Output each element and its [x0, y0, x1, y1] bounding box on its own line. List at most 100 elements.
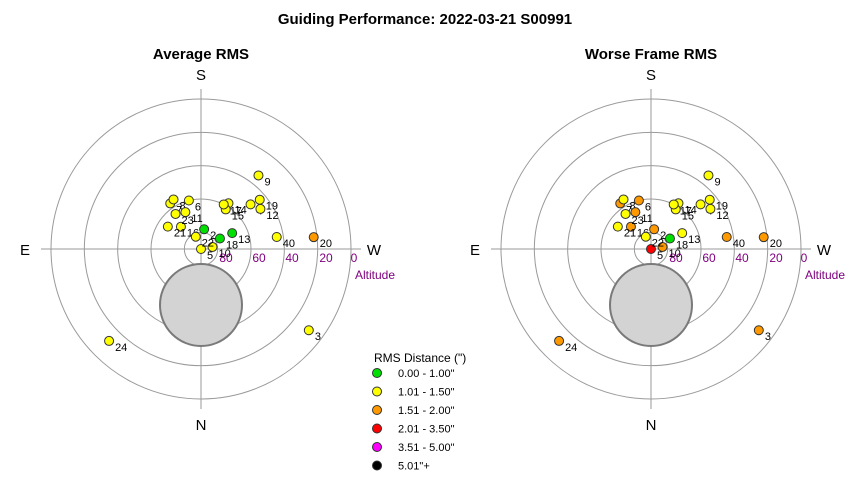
- frame-number-label: 3: [765, 331, 771, 343]
- frame-number-label: 2: [210, 230, 216, 242]
- frame-marker: [271, 232, 282, 243]
- frame-number-label: 5: [207, 250, 213, 262]
- frame-number-label: 21: [174, 228, 186, 240]
- frame-number-label: 17: [230, 205, 242, 217]
- frame-number-label: 10: [668, 248, 680, 260]
- frame-number-label: 20: [320, 238, 332, 250]
- frame-marker: [630, 207, 641, 218]
- legend-entry-label: 5.01"+: [398, 461, 430, 473]
- legend-swatch: [372, 460, 382, 471]
- frame-marker: [227, 228, 238, 239]
- frame-number-label: 15: [232, 210, 244, 222]
- frame-number-label: 23: [182, 215, 194, 227]
- frame-number-label: 14: [684, 204, 696, 216]
- altitude-tick-label: 60: [702, 251, 716, 265]
- altitude-tick-label: 0: [801, 251, 808, 265]
- altitude-tick-label: 60: [252, 251, 266, 265]
- legend-swatch: [372, 386, 382, 397]
- direction-label-top: S: [196, 67, 206, 84]
- altitude-tick-label: 20: [769, 251, 783, 265]
- altitude-tick-label: 80: [219, 251, 233, 265]
- direction-label-left: E: [20, 242, 30, 259]
- frame-marker: [254, 194, 265, 205]
- frame-marker: [620, 208, 631, 219]
- panel-title: Worse Frame RMS: [585, 46, 717, 63]
- frame-marker: [190, 231, 201, 242]
- frame-number-label: 8: [630, 200, 636, 212]
- direction-label-right: W: [817, 242, 832, 259]
- frame-number-label: 7: [176, 204, 182, 216]
- frame-marker: [255, 203, 266, 214]
- zenith-exclusion-zone: [159, 263, 243, 347]
- legend-swatch: [372, 423, 382, 434]
- frame-marker: [705, 203, 716, 214]
- frame-number-label: 24: [115, 342, 127, 354]
- frame-number-label: 2: [660, 230, 666, 242]
- altitude-tick-label: 80: [669, 251, 683, 265]
- direction-label-left: E: [470, 242, 480, 259]
- frame-number-label: 19: [716, 201, 728, 213]
- direction-label-bottom: N: [196, 417, 207, 434]
- frame-number-label: 15: [682, 210, 694, 222]
- frame-number-label: 13: [688, 234, 700, 246]
- rms-distance-legend: RMS Distance (") 0.00 - 1.00" 1.01 - 1.50…: [372, 351, 466, 473]
- frame-number-label: 5: [657, 250, 663, 262]
- frame-marker: [649, 224, 660, 235]
- frame-number-label: 12: [266, 210, 278, 222]
- frame-number-label: 40: [733, 238, 745, 250]
- legend-swatch: [372, 405, 382, 415]
- frame-number-label: 21: [624, 228, 636, 240]
- frame-number-label: 11: [641, 213, 652, 225]
- frame-marker: [180, 207, 191, 218]
- frame-marker: [703, 170, 714, 181]
- frame-number-label: 40: [283, 238, 295, 250]
- frame-number-label: 9: [264, 176, 270, 188]
- legend-title: RMS Distance ("): [374, 351, 466, 365]
- frame-number-label: 24: [565, 342, 577, 354]
- frame-marker: [207, 241, 218, 252]
- altitude-tick-label: 40: [285, 251, 299, 265]
- frame-marker: [664, 233, 675, 244]
- direction-label-right: W: [367, 242, 382, 259]
- frame-marker: [308, 232, 319, 243]
- frame-marker: [183, 195, 194, 206]
- frame-marker: [303, 325, 314, 336]
- frame-marker: [704, 194, 715, 205]
- frame-marker: [104, 335, 115, 346]
- direction-label-top: S: [646, 67, 656, 84]
- frame-number-label: 6: [195, 201, 201, 213]
- altitude-tick-label: 0: [351, 251, 358, 265]
- frame-marker: [554, 335, 565, 346]
- frame-marker: [199, 224, 210, 235]
- frame-number-label: 3: [315, 331, 321, 343]
- zenith-exclusion-zone: [609, 263, 693, 347]
- frame-number-label: 18: [676, 239, 688, 251]
- legend-entry-label: 0.00 - 1.00": [398, 368, 455, 380]
- legend-entry-label: 1.51 - 2.00": [398, 405, 455, 417]
- frame-marker: [170, 208, 181, 219]
- panel-title: Average RMS: [153, 46, 249, 63]
- frame-marker: [214, 233, 225, 244]
- worse-frame-rms-polar-plot: Worse Frame RMSSNEW806040200Altitude2345…: [470, 46, 845, 434]
- legend-entry-label: 1.01 - 1.50": [398, 387, 455, 399]
- frame-marker: [196, 244, 206, 254]
- frame-marker: [253, 170, 264, 181]
- frame-marker: [640, 231, 651, 242]
- frame-number-label: 9: [714, 176, 720, 188]
- frame-number-label: 11: [191, 213, 202, 225]
- frame-marker: [175, 221, 186, 232]
- frame-marker: [168, 194, 179, 205]
- altitude-tick-label: 40: [735, 251, 749, 265]
- legend-entry-label: 3.51 - 5.00": [398, 442, 455, 454]
- frame-number-label: 13: [238, 234, 250, 246]
- frame-marker: [245, 199, 256, 210]
- frame-marker: [753, 325, 764, 336]
- frame-number-label: 19: [266, 201, 278, 213]
- frame-marker: [625, 221, 636, 232]
- frame-marker: [218, 199, 229, 210]
- altitude-tick-label: 20: [319, 251, 333, 265]
- frame-marker: [695, 199, 706, 210]
- frame-marker: [162, 221, 173, 232]
- frame-number-label: 23: [632, 215, 644, 227]
